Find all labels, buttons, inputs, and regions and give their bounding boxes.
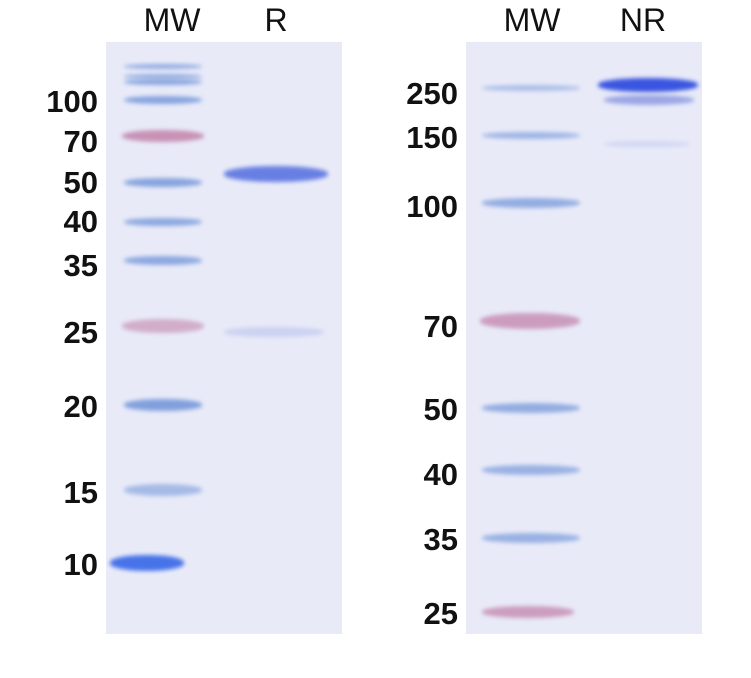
- mw-marker-label: 100: [46, 84, 98, 119]
- gel-right: [466, 42, 702, 634]
- mw-marker-label: 150: [406, 120, 458, 155]
- ladder-band: [482, 85, 580, 91]
- mw-marker-label: 50: [63, 165, 98, 200]
- mw-marker-label: 35: [423, 522, 458, 557]
- ladder-band: [124, 255, 202, 265]
- ladder-band: [482, 465, 580, 475]
- mw-marker-label: 10: [63, 547, 98, 582]
- mw-marker-label: 70: [423, 309, 458, 344]
- ladder-band: [124, 177, 202, 187]
- mw-marker-label: 25: [423, 596, 458, 631]
- mw-marker-label: 20: [63, 389, 98, 424]
- ladder-band: [482, 533, 580, 543]
- ladder-band: [480, 313, 580, 329]
- ladder-band: [122, 130, 204, 142]
- ladder-band: [482, 131, 580, 139]
- lane-label-nonreduced: NR: [619, 2, 667, 38]
- mw-marker-label: 250: [406, 76, 458, 111]
- mw-marker-label: 70: [63, 124, 98, 159]
- ladder-band: [124, 484, 202, 496]
- sample-band: [604, 95, 694, 105]
- sample-band: [598, 78, 698, 92]
- sample-band: [604, 141, 690, 147]
- mw-marker-label: 40: [423, 457, 458, 492]
- ladder-band: [122, 319, 204, 333]
- lane-label-mw-right: MW: [503, 2, 561, 38]
- ladder-band: [124, 79, 202, 85]
- ladder-band: [124, 73, 202, 79]
- ladder-band: [124, 218, 202, 226]
- ladder-band: [124, 399, 202, 411]
- sample-band: [224, 327, 324, 337]
- mw-marker-label: 25: [63, 315, 98, 350]
- mw-marker-label: 100: [406, 189, 458, 224]
- ladder-band: [124, 63, 202, 69]
- ladder-band: [110, 555, 184, 571]
- mw-marker-label: 35: [63, 248, 98, 283]
- lane-label-reduced: R: [264, 2, 288, 38]
- ladder-band: [482, 606, 574, 618]
- lane-label-mw-left: MW: [143, 2, 201, 38]
- ladder-band: [482, 198, 580, 208]
- ladder-band: [482, 403, 580, 413]
- sample-band: [224, 166, 328, 182]
- mw-marker-label: 15: [63, 475, 98, 510]
- ladder-band: [124, 96, 202, 104]
- mw-marker-label: 50: [423, 392, 458, 427]
- mw-marker-label: 40: [63, 204, 98, 239]
